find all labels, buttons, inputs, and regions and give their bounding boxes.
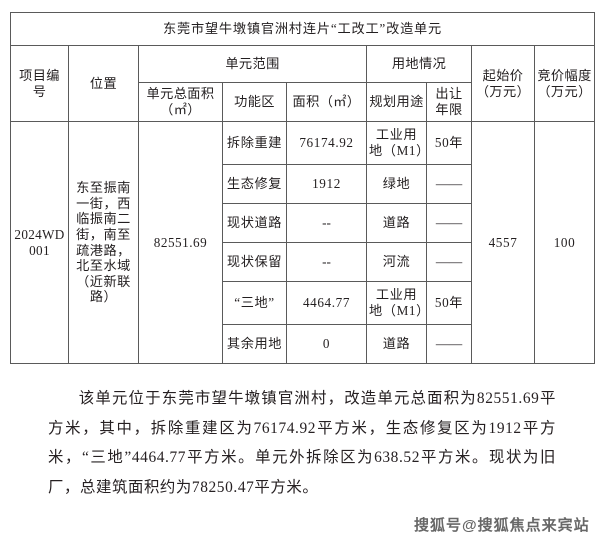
header-planned-use: 规划用途	[366, 82, 427, 122]
cell-transfer-term: ——	[426, 242, 472, 282]
header-unit-total-area: 单元总面积（㎡）	[138, 82, 223, 122]
cell-transfer-term: ——	[426, 164, 472, 204]
header-unit-scope: 单元范围	[138, 45, 367, 83]
cell-bid-increment: 100	[533, 121, 596, 364]
cell-planned-use: 绿地	[366, 164, 427, 204]
cell-transfer-term: ——	[426, 203, 472, 243]
table-header-row-1: 项目编号 位置 单元范围 用地情况 起始价（万元） 竞价幅度（万元）	[10, 45, 596, 122]
header-start-price: 起始价（万元）	[471, 45, 535, 122]
table-row: 现状保留 -- 河流 ——	[11, 242, 595, 282]
cell-function-zone: 现状保留	[222, 242, 287, 282]
table-row: 其余用地 0 道路 ——	[11, 324, 595, 364]
cell-function-zone: “三地”	[222, 281, 287, 325]
table-title-row: 东莞市望牛墩镇官洲村连片“工改工”改造单元	[9, 12, 596, 46]
cell-transfer-term: 50年	[426, 121, 472, 165]
cell-planned-use: 道路	[366, 203, 427, 243]
cell-area: --	[286, 203, 367, 243]
header-bid-increment: 竞价幅度（万元）	[533, 45, 596, 122]
redevelopment-unit-table: 东莞市望牛墩镇官洲村连片“工改工”改造单元 项目编号 位置 单元范围 用地情况 …	[9, 12, 596, 364]
sohu-watermark: 搜狐号@搜狐焦点来宾站	[414, 516, 590, 534]
header-land-use-status: 用地情况	[366, 45, 472, 83]
cell-function-zone: 生态修复	[222, 164, 287, 204]
cell-function-zone: 拆除重建	[222, 121, 287, 165]
cell-project-code: 2024WD 001	[10, 121, 69, 364]
cell-area: --	[286, 242, 367, 282]
table-title: 东莞市望牛墩镇官洲村连片“工改工”改造单元	[9, 12, 596, 46]
cell-planned-use: 道路	[366, 324, 427, 364]
table-row: 生态修复 1912 绿地 ——	[11, 164, 595, 204]
header-function-zone: 功能区	[222, 82, 287, 122]
header-location: 位置	[68, 45, 139, 122]
cell-planned-use: 工业用地（M1）	[366, 121, 429, 165]
cell-area: 0	[286, 324, 367, 364]
cell-area: 76174.92	[286, 121, 367, 165]
cell-location: 东至振南一街，西临振南二街，南至疏港路，北至水域（近新联路）	[68, 121, 139, 364]
cell-unit-total-area: 82551.69	[138, 121, 223, 364]
header-area: 面积（㎡）	[286, 82, 367, 122]
cell-transfer-term: ——	[426, 324, 472, 364]
cell-transfer-term: 50年	[426, 281, 472, 325]
unit-table-container: 东莞市望牛墩镇官洲村连片“工改工”改造单元 项目编号 位置 单元范围 用地情况 …	[9, 12, 596, 364]
unit-description-paragraph: 该单元位于东莞市望牛墩镇官洲村，改造单元总面积为82551.69平方米，其中，拆…	[48, 390, 556, 496]
cell-function-zone: 现状道路	[222, 203, 287, 243]
cell-area: 4464.77	[286, 281, 367, 325]
cell-planned-use: 河流	[366, 242, 427, 282]
cell-function-zone: 其余用地	[222, 324, 287, 364]
cell-area: 1912	[286, 164, 367, 204]
cell-start-price: 4557	[471, 121, 535, 364]
table-row: 现状道路 -- 道路 ——	[11, 203, 595, 243]
header-transfer-term: 出让年限	[426, 82, 472, 122]
table-header-row-2: 单元总面积（㎡） 功能区 面积（㎡） 规划用途 出让年限	[11, 82, 595, 122]
cell-planned-use: 工业用地（M1）	[366, 281, 429, 325]
header-project-code: 项目编号	[10, 45, 69, 122]
table-row: 2024WD 001 东至振南一街，西临振南二街，南至疏港路，北至水域（近新联路…	[10, 121, 596, 364]
